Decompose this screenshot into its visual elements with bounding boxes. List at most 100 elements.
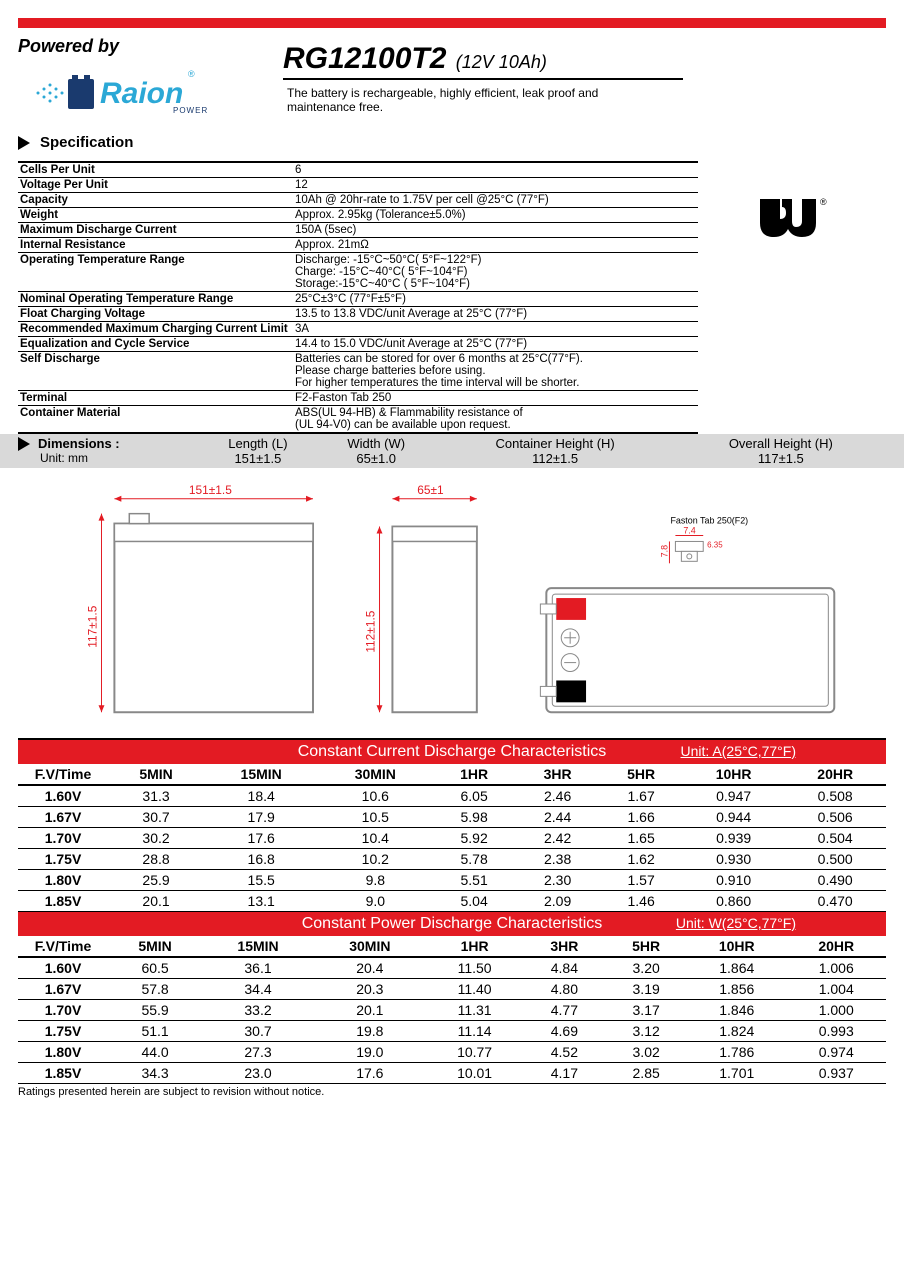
table-cell: 1.67	[599, 785, 683, 807]
spec-label: Internal Resistance	[18, 238, 293, 253]
discharge-power-unit: Unit: W(25°C,77°F)	[676, 915, 796, 931]
table-cell: 16.8	[204, 849, 318, 870]
table-header: 3HR	[516, 764, 600, 785]
table-cell: 36.1	[202, 957, 314, 979]
dimension-diagrams: 151±1.5 117±1.5 65±1 112±1.5	[0, 468, 904, 738]
table-header: 1HR	[426, 936, 524, 957]
brand-logo: Raion ® POWER	[18, 61, 238, 121]
spec-label: Self Discharge	[18, 352, 293, 391]
spec-label: Nominal Operating Temperature Range	[18, 292, 293, 307]
table-cell: 1.006	[786, 957, 886, 979]
table-cell: 3.12	[605, 1021, 687, 1042]
table-header: 5HR	[599, 764, 683, 785]
discharge-current-header: Constant Current Discharge Characteristi…	[18, 740, 886, 764]
spec-value: Approx. 21mΩ	[293, 238, 698, 253]
table-cell: 1.824	[687, 1021, 786, 1042]
title-block: RG12100T2 (12V 10Ah) The battery is rech…	[283, 36, 886, 114]
table-cell: 0.944	[683, 807, 785, 828]
table-cell: 0.500	[784, 849, 886, 870]
table-cell: 0.939	[683, 828, 785, 849]
dim-val-width: 65±1.0	[318, 451, 435, 466]
table-cell: 1.80V	[18, 1042, 108, 1063]
table-cell: 4.84	[523, 957, 605, 979]
dim-val-cheight: 112±1.5	[435, 451, 676, 466]
table-cell: 33.2	[202, 1000, 314, 1021]
table-cell: 1.701	[687, 1063, 786, 1084]
table-cell: 0.506	[784, 807, 886, 828]
diagram-length-label: 151±1.5	[189, 483, 232, 497]
table-cell: 1.60V	[18, 785, 108, 807]
table-cell: 1.65	[599, 828, 683, 849]
title-underline	[283, 78, 683, 80]
svg-text:®: ®	[188, 69, 195, 79]
table-header: 15MIN	[204, 764, 318, 785]
table-cell: 0.910	[683, 870, 785, 891]
product-description: The battery is rechargeable, highly effi…	[283, 86, 663, 114]
table-cell: 9.8	[318, 870, 432, 891]
table-cell: 1.46	[599, 891, 683, 912]
dimensions-bar: Dimensions : Unit: mm Length (L) Width (…	[0, 434, 904, 468]
dimensions-heading: Dimensions :	[38, 436, 120, 451]
table-cell: 0.490	[784, 870, 886, 891]
table-cell: 4.69	[523, 1021, 605, 1042]
table-cell: 0.930	[683, 849, 785, 870]
table-cell: 31.3	[108, 785, 204, 807]
table-cell: 3.19	[605, 979, 687, 1000]
spec-value: Discharge: -15°C~50°C( 5°F~122°F) Charge…	[293, 253, 698, 292]
table-cell: 3.17	[605, 1000, 687, 1021]
table-cell: 1.75V	[18, 1021, 108, 1042]
table-cell: 4.77	[523, 1000, 605, 1021]
svg-text:®: ®	[820, 197, 827, 207]
spec-value: 6	[293, 162, 698, 178]
discharge-current-unit: Unit: A(25°C,77°F)	[681, 743, 796, 759]
top-accent-bar	[18, 18, 886, 28]
table-cell: 30.7	[202, 1021, 314, 1042]
dim-val-length: 151±1.5	[198, 451, 318, 466]
product-rating: (12V 10Ah)	[456, 52, 547, 72]
table-cell: 1.70V	[18, 1000, 108, 1021]
spec-label: Recommended Maximum Charging Current Lim…	[18, 322, 293, 337]
table-cell: 4.52	[523, 1042, 605, 1063]
svg-text:POWER: POWER	[173, 106, 208, 115]
table-cell: 11.14	[426, 1021, 524, 1042]
table-cell: 4.80	[523, 979, 605, 1000]
specification-heading: Specification	[0, 128, 904, 161]
table-cell: 34.4	[202, 979, 314, 1000]
table-cell: 17.6	[204, 828, 318, 849]
footer-note: Ratings presented herein are subject to …	[0, 1084, 904, 1118]
triangle-icon	[18, 136, 30, 150]
spec-label: Capacity	[18, 193, 293, 208]
table-cell: 2.38	[516, 849, 600, 870]
spec-value: 25°C±3°C (77°F±5°F)	[293, 292, 698, 307]
table-cell: 3.20	[605, 957, 687, 979]
table-cell: 34.3	[108, 1063, 202, 1084]
table-cell: 0.470	[784, 891, 886, 912]
table-cell: 23.0	[202, 1063, 314, 1084]
spec-label: Terminal	[18, 391, 293, 406]
table-cell: 2.30	[516, 870, 600, 891]
svg-text:Raion: Raion	[100, 77, 183, 110]
spec-label: Operating Temperature Range	[18, 253, 293, 292]
table-cell: 1.85V	[18, 891, 108, 912]
table-cell: 2.42	[516, 828, 600, 849]
table-cell: 1.62	[599, 849, 683, 870]
table-cell: 1.70V	[18, 828, 108, 849]
table-cell: 0.508	[784, 785, 886, 807]
table-cell: 0.993	[786, 1021, 886, 1042]
diagram-cheight-label: 112±1.5	[364, 610, 378, 652]
table-header: 15MIN	[202, 936, 314, 957]
table-header: 30MIN	[314, 936, 426, 957]
dim-col-oheight: Overall Height (H)	[676, 436, 886, 451]
table-cell: 19.8	[314, 1021, 426, 1042]
table-cell: 0.947	[683, 785, 785, 807]
table-cell: 0.974	[786, 1042, 886, 1063]
table-header: 10HR	[683, 764, 785, 785]
table-cell: 25.9	[108, 870, 204, 891]
triangle-icon	[18, 437, 30, 451]
table-cell: 20.1	[108, 891, 204, 912]
table-header: 20HR	[784, 764, 886, 785]
table-cell: 1.57	[599, 870, 683, 891]
diagram-faston-label: Faston Tab 250(F2)	[670, 516, 748, 526]
table-header: 5HR	[605, 936, 687, 957]
table-header: 5MIN	[108, 936, 202, 957]
